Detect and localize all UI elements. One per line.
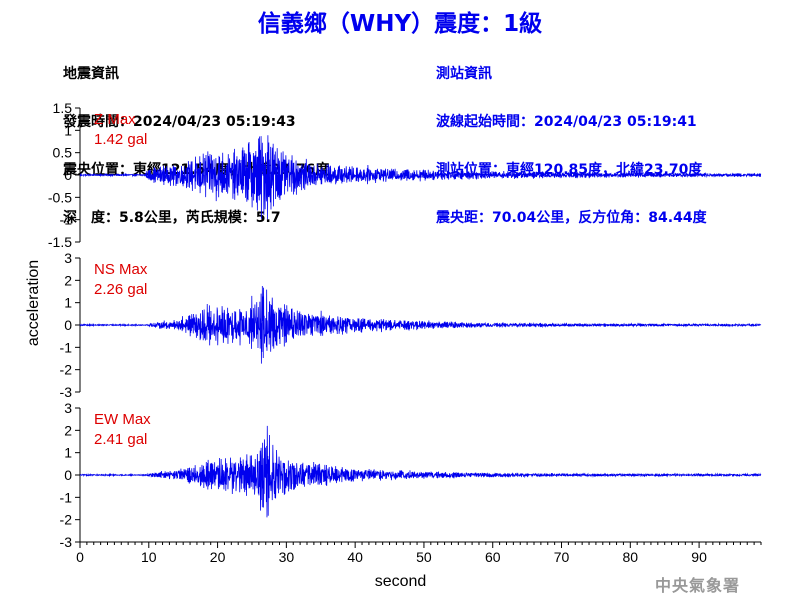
ns-y-tick-label: -3 bbox=[60, 384, 73, 400]
distance-azimuth: 震央距：70.04公里，反方位角：84.44度 bbox=[436, 210, 707, 226]
ns-y-tick-label: 3 bbox=[64, 250, 72, 266]
x-tick-label: 60 bbox=[485, 549, 501, 565]
ew-waveform bbox=[79, 425, 762, 518]
z-y-tick-label: -1.5 bbox=[48, 234, 72, 250]
ns-y-tick-label: 1 bbox=[64, 295, 72, 311]
z-waveform bbox=[79, 135, 762, 220]
ew-y-tick-label: 0 bbox=[64, 467, 72, 483]
depth-magnitude: 深 度：5.8公里，芮氏規模：5.7 bbox=[63, 210, 281, 226]
station-info: 測站資訊 波線起始時間：2024/04/23 05:19:41 測站位置：東經1… bbox=[436, 34, 707, 242]
z-y-tick-label: 0 bbox=[64, 167, 72, 183]
wave-start-time: 波線起始時間：2024/04/23 05:19:41 bbox=[436, 114, 697, 130]
ns-y-tick-label: 2 bbox=[64, 272, 72, 288]
ew-y-tick-label: -3 bbox=[60, 534, 73, 550]
ns-y-tick-label: -1 bbox=[60, 339, 73, 355]
z-y-tick-label: 1 bbox=[64, 122, 72, 138]
ns-waveform bbox=[79, 286, 762, 364]
origin-time: 發震時間：2024/04/23 05:19:43 bbox=[63, 114, 296, 130]
ew-y-tick-label: 2 bbox=[64, 422, 72, 438]
y-axis-label: acceleration bbox=[25, 260, 42, 346]
z-max-label: Z Max bbox=[94, 111, 136, 128]
ew-y-tick-label: 1 bbox=[64, 445, 72, 461]
ew-max-label: EW Max bbox=[94, 411, 151, 428]
ew-y-tick-label: -2 bbox=[60, 512, 73, 528]
ns-max-label: NS Max bbox=[94, 261, 148, 278]
x-tick-label: 80 bbox=[623, 549, 639, 565]
ns-max-value: 2.26 gal bbox=[94, 281, 147, 298]
z-y-tick-label: -0.5 bbox=[48, 189, 72, 205]
ns-y-tick-label: -2 bbox=[60, 362, 73, 378]
z-y-tick-label: 0.5 bbox=[53, 145, 73, 161]
earthquake-info-heading: 地震資訊 bbox=[63, 66, 119, 82]
x-tick-label: 30 bbox=[279, 549, 295, 565]
z-y-tick-label: -1 bbox=[60, 212, 73, 228]
x-tick-label: 70 bbox=[554, 549, 570, 565]
z-max-value: 1.42 gal bbox=[94, 131, 147, 148]
station-info-heading: 測站資訊 bbox=[436, 66, 492, 82]
x-tick-label: 10 bbox=[141, 549, 157, 565]
x-tick-label: 0 bbox=[76, 549, 84, 565]
ew-y-tick-label: 3 bbox=[64, 400, 72, 416]
x-tick-label: 20 bbox=[210, 549, 226, 565]
ew-max-value: 2.41 gal bbox=[94, 431, 147, 448]
agency-watermark: 中央氣象署 bbox=[655, 576, 741, 595]
z-y-tick-label: 1.5 bbox=[53, 100, 73, 116]
chart-title: 信義鄉（WHY）震度：1級 bbox=[257, 11, 543, 37]
x-tick-label: 90 bbox=[691, 549, 707, 565]
x-tick-label: 40 bbox=[347, 549, 363, 565]
x-tick-label: 50 bbox=[416, 549, 432, 565]
x-axis-label: second bbox=[375, 573, 427, 590]
ew-y-tick-label: -1 bbox=[60, 489, 73, 505]
ns-y-tick-label: 0 bbox=[64, 317, 72, 333]
